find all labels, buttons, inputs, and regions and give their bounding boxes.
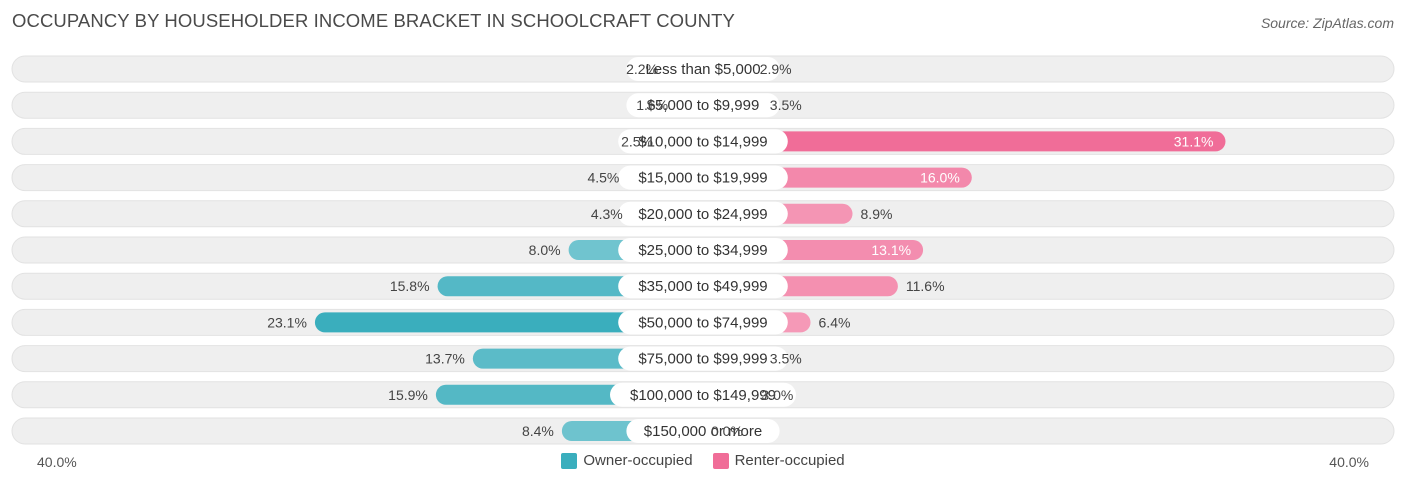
value-label-owner: 23.1%	[267, 314, 307, 330]
bar-renter	[703, 131, 1226, 152]
category-label-pill	[626, 57, 780, 81]
value-label-renter: 16.0%	[920, 170, 960, 186]
value-label-renter: 6.4%	[819, 314, 851, 330]
value-label-owner: 8.4%	[522, 423, 554, 439]
value-label-renter: 3.5%	[770, 351, 802, 367]
value-label-owner: 4.5%	[587, 170, 619, 186]
category-label: $35,000 to $49,999	[638, 278, 767, 295]
category-label: $15,000 to $19,999	[638, 170, 767, 187]
legend-item-owner[interactable]: Owner-occupied	[561, 452, 693, 469]
legend-swatch-owner	[561, 452, 578, 469]
category-label: $25,000 to $34,999	[638, 242, 767, 259]
category-label: Less than $5,000	[645, 61, 760, 78]
category-label-pill	[626, 93, 780, 118]
value-label-renter: 0.0%	[711, 423, 743, 439]
category-label-pill	[618, 165, 788, 190]
category-label: $20,000 to $24,999	[638, 206, 767, 223]
category-label: $5,000 to $9,999	[647, 97, 760, 114]
category-label: $50,000 to $74,999	[638, 314, 767, 331]
category-label: $100,000 to $149,999	[630, 387, 776, 404]
value-label-renter: 3.5%	[770, 97, 802, 113]
legend-swatch-renter	[712, 452, 729, 469]
category-label-pill	[618, 201, 788, 226]
value-label-owner: 13.7%	[425, 351, 465, 367]
category-label: $150,000 or more	[644, 423, 762, 440]
value-label-renter: 11.6%	[906, 278, 945, 294]
category-label: $10,000 to $14,999	[638, 133, 767, 150]
value-label-owner: 15.8%	[390, 278, 430, 294]
value-label-owner: 1.6%	[636, 97, 668, 113]
category-label-pill	[618, 274, 788, 299]
value-label-owner: 15.9%	[388, 387, 428, 403]
source-note: Source: ZipAtlas.com	[1260, 15, 1394, 31]
category-label-pill	[626, 419, 780, 443]
value-label-renter: 13.1%	[871, 242, 911, 258]
value-label-renter: 8.9%	[861, 206, 893, 222]
legend-label-renter: Renter-occupied	[734, 452, 845, 469]
bar-owner	[314, 312, 703, 333]
category-label-pill	[618, 346, 788, 371]
category-label-pill	[610, 382, 796, 407]
value-label-renter: 31.1%	[1174, 133, 1214, 149]
value-label-owner: 4.3%	[591, 206, 623, 222]
axis-label-right: 40.0%	[1329, 454, 1369, 470]
value-label-owner: 2.5%	[621, 133, 653, 149]
value-label-owner: 8.0%	[529, 242, 561, 258]
value-label-renter: 2.9%	[760, 61, 792, 77]
legend: Owner-occupied Renter-occupied	[0, 452, 1406, 469]
legend-item-renter[interactable]: Renter-occupied	[712, 452, 845, 469]
legend-label-owner: Owner-occupied	[583, 452, 693, 469]
category-label-pill	[618, 310, 788, 335]
value-label-owner: 2.2%	[626, 61, 658, 77]
chart-title: OCCUPANCY BY HOUSEHOLDER INCOME BRACKET …	[12, 10, 735, 31]
category-label-pill	[618, 238, 788, 262]
category-label: $75,000 to $99,999	[638, 351, 767, 368]
value-label-renter: 3.0%	[761, 387, 793, 403]
axis-label-left: 40.0%	[37, 454, 77, 470]
category-label-pill	[618, 129, 788, 154]
